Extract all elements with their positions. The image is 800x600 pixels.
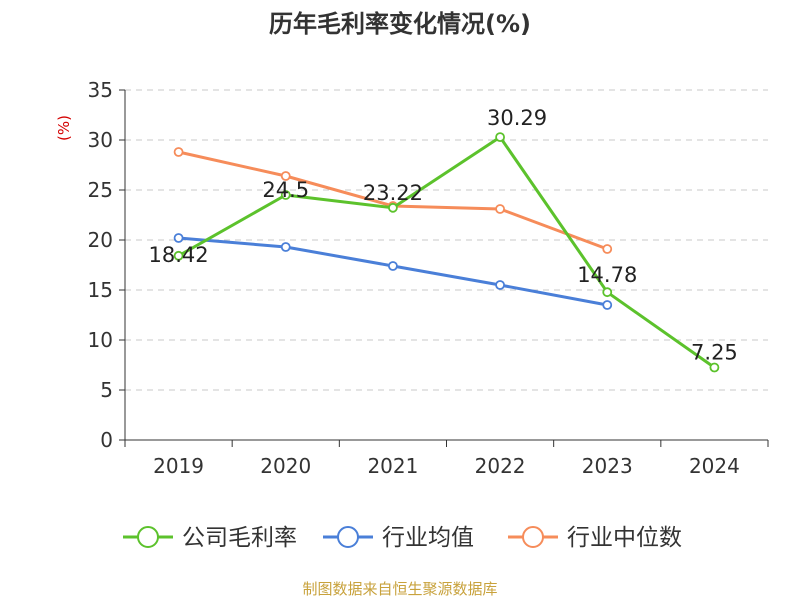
y-tick-label: 35 (88, 78, 113, 102)
data-labels: 18.42 24.5 23.22 30.29 14.78 7.25 (149, 106, 738, 364)
data-point[interactable] (280, 171, 291, 181)
y-tick-label: 25 (88, 178, 113, 202)
data-point[interactable] (388, 261, 398, 271)
data-point[interactable] (495, 204, 505, 214)
data-point[interactable] (388, 202, 398, 213)
y-tick-label: 30 (88, 128, 113, 152)
legend-label: 行业均值 (382, 525, 474, 551)
series-0 (173, 132, 720, 373)
x-tick-label: 2020 (260, 454, 311, 478)
chart-title: 历年毛利率变化情况(%) (269, 10, 531, 38)
legend-item-2[interactable]: 行业中位数 (508, 525, 682, 551)
series-lines (173, 132, 720, 373)
data-point[interactable] (173, 233, 184, 243)
legend-swatch-marker (137, 526, 159, 548)
data-label: 30.29 (487, 106, 547, 130)
data-point[interactable] (709, 362, 720, 373)
source-note: 制图数据来自恒生聚源数据库 (302, 580, 498, 598)
legend-item-0[interactable]: 公司毛利率 (123, 525, 297, 551)
x-tick-label: 2023 (582, 454, 633, 478)
series-line (178, 236, 608, 307)
data-label: 7.25 (691, 341, 738, 365)
data-point[interactable] (602, 300, 613, 310)
data-point[interactable] (495, 132, 505, 143)
data-label: 14.78 (577, 263, 637, 287)
data-point[interactable] (173, 250, 184, 261)
series-1 (173, 233, 613, 310)
legend-item-1[interactable]: 行业均值 (323, 525, 474, 551)
x-tick-label: 2024 (689, 454, 740, 478)
legend-label: 公司毛利率 (182, 525, 297, 551)
x-tick-label: 2021 (367, 454, 418, 478)
legend-swatch-marker (337, 526, 359, 548)
data-label: 23.22 (363, 181, 423, 205)
data-point[interactable] (280, 190, 291, 200)
series-line (177, 135, 716, 369)
y-tick-label: 20 (88, 228, 113, 252)
y-tick-label: 10 (88, 328, 113, 352)
data-point[interactable] (602, 244, 613, 254)
y-axis-title: (%) (55, 115, 73, 141)
data-point[interactable] (173, 147, 184, 157)
y-tick-label: 0 (100, 428, 113, 452)
data-point[interactable] (280, 242, 291, 252)
y-tick-label: 15 (88, 278, 113, 302)
x-tick-label: 2022 (475, 454, 526, 478)
legend-label: 行业中位数 (567, 525, 682, 551)
y-tick-label: 5 (100, 378, 113, 402)
data-label: 24.5 (262, 178, 309, 202)
legend: 公司毛利率 行业均值 行业中位数 (123, 525, 682, 551)
x-tick-label: 2019 (153, 454, 204, 478)
legend-swatch-marker (522, 526, 544, 548)
data-point[interactable] (495, 280, 505, 290)
axes: 0 5 10 15 20 25 30 35 2019 2020 2021 2022 2023 2024 (88, 78, 769, 478)
grid-lines (125, 89, 768, 391)
data-label: 18.42 (149, 243, 209, 267)
data-point[interactable] (602, 287, 613, 298)
